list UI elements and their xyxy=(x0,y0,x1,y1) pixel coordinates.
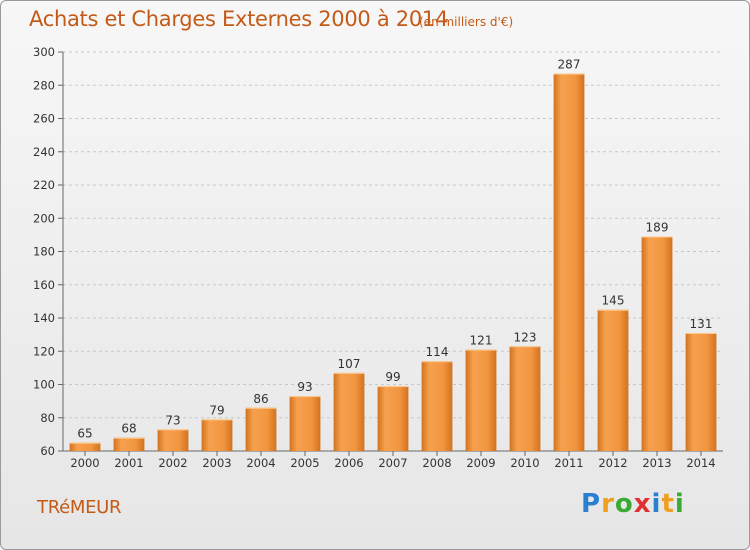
bar-2005 xyxy=(289,396,321,451)
x-tick-label: 2010 xyxy=(510,456,539,470)
labels: 65 68 73 79 86 93 107 99 114 121 123 287 145 189 131 xyxy=(77,58,712,441)
y-tick-label: 180 xyxy=(33,245,55,259)
bars xyxy=(69,73,717,452)
y-tick-label: 300 xyxy=(33,45,55,59)
logo-letter: r xyxy=(601,489,615,519)
bar-2013 xyxy=(641,236,673,451)
y-tick-label: 120 xyxy=(33,344,55,358)
logo-letter: t xyxy=(661,489,675,519)
y-tick-label: 280 xyxy=(33,78,55,92)
y-tick-label: 220 xyxy=(33,178,55,192)
x-tick-label: 2008 xyxy=(422,456,451,470)
logo-letter: o xyxy=(614,489,634,519)
bar-value-label: 121 xyxy=(470,334,493,348)
bar-2002 xyxy=(157,429,189,451)
bar-value-label: 79 xyxy=(209,403,224,417)
bar-value-label: 189 xyxy=(646,221,669,235)
bar-value-label: 73 xyxy=(165,413,180,427)
proxiti-logo: Proxiti xyxy=(581,489,685,519)
logo-letter: i xyxy=(651,489,662,519)
logo-letter: P xyxy=(581,489,602,519)
y-tick-label: 140 xyxy=(33,311,55,325)
bar-2007 xyxy=(377,386,409,451)
bar-value-label: 93 xyxy=(297,380,312,394)
bar-value-label: 123 xyxy=(514,330,537,344)
logo-letter: x xyxy=(633,489,652,519)
x-tick-label: 2006 xyxy=(334,456,363,470)
bar-2006 xyxy=(333,372,365,451)
bar-2003 xyxy=(201,419,233,451)
y-tick-label: 60 xyxy=(40,444,55,458)
x-tick-label: 2013 xyxy=(642,456,671,470)
logo-letter: i xyxy=(674,489,685,519)
bar-value-label: 131 xyxy=(690,317,713,331)
bar-value-label: 107 xyxy=(338,357,361,371)
bar-2001 xyxy=(113,437,145,451)
y-tick-label: 160 xyxy=(33,278,55,292)
bar-2012 xyxy=(597,309,629,451)
x-tick-label: 2011 xyxy=(554,456,583,470)
x-tick-label: 2005 xyxy=(290,456,319,470)
chart-subtitle: (en milliers d'€) xyxy=(419,15,514,29)
bar-value-label: 68 xyxy=(121,422,136,436)
bar-2008 xyxy=(421,361,453,451)
bar-value-label: 99 xyxy=(385,370,400,384)
y-tick-label: 80 xyxy=(40,411,55,425)
x-tick-label: 2002 xyxy=(158,456,187,470)
y-tick-label: 200 xyxy=(33,211,55,225)
bar-value-label: 145 xyxy=(602,294,625,308)
y-tick-label: 100 xyxy=(33,378,55,392)
y-tick-label: 260 xyxy=(33,112,55,126)
bar-value-label: 86 xyxy=(253,392,268,406)
bar-value-label: 114 xyxy=(426,345,449,359)
city-name: TRéMEUR xyxy=(37,497,122,518)
bar-value-label: 287 xyxy=(558,58,581,72)
x-tick-label: 2003 xyxy=(202,456,231,470)
axes: 60 80 100 120 140 160 180 200 220 240 260 280 300 200… xyxy=(33,45,723,470)
bar-2014 xyxy=(685,332,717,451)
x-tick-label: 2001 xyxy=(114,456,143,470)
bar-2004 xyxy=(245,407,277,451)
x-tick-label: 2007 xyxy=(378,456,407,470)
x-tick-label: 2004 xyxy=(246,456,275,470)
chart-title: Achats et Charges Externes 2000 à 2014 xyxy=(29,7,449,31)
y-tick-label: 240 xyxy=(33,145,55,159)
bar-2000 xyxy=(69,442,101,451)
x-tick-label: 2000 xyxy=(70,456,99,470)
bar-value-label: 65 xyxy=(77,427,92,441)
x-tick-label: 2009 xyxy=(466,456,495,470)
x-tick-label: 2012 xyxy=(598,456,627,470)
bar-2011 xyxy=(553,73,585,452)
bar-2009 xyxy=(465,349,497,451)
bar-2010 xyxy=(509,346,541,451)
x-tick-label: 2014 xyxy=(686,456,715,470)
